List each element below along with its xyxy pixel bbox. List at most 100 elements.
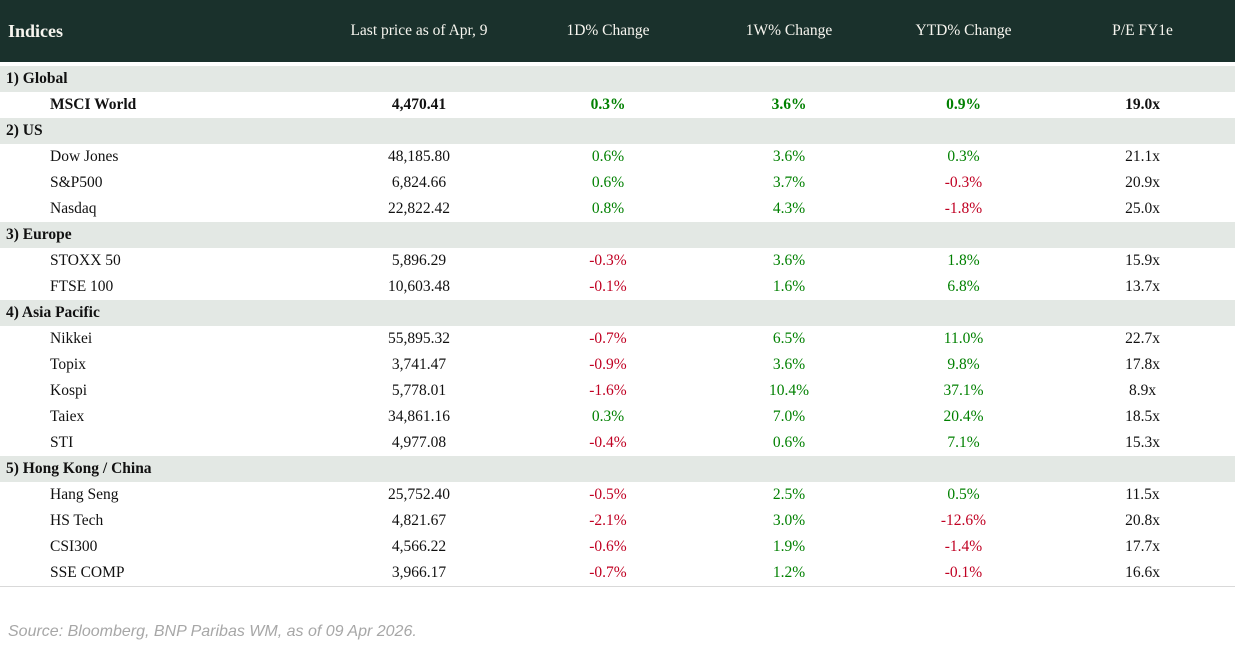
change-1d: 0.8% — [591, 200, 625, 217]
change-ytd: 0.9% — [946, 96, 981, 113]
last-price: 3,966.17 — [391, 564, 447, 581]
change-ytd: 1.8% — [947, 252, 980, 269]
section-row: 1) Global — [0, 66, 1235, 92]
last-price: 34,861.16 — [388, 408, 450, 425]
change-1d: 0.6% — [591, 148, 625, 165]
column-header-1w-change: 1W% Change — [745, 22, 833, 39]
change-1w: 1.2% — [772, 564, 806, 581]
index-name: Dow Jones — [50, 148, 119, 165]
change-1w: 2.5% — [772, 486, 806, 503]
section-row: 2) US — [0, 118, 1235, 144]
change-ytd: 20.4% — [943, 408, 984, 425]
index-name: Nasdaq — [50, 200, 97, 217]
change-1w: 3.0% — [772, 512, 806, 529]
table-row: Topix 3,741.47 -0.9% 3.6% 9.8% 17.8x — [0, 352, 1235, 378]
last-price: 6,824.66 — [391, 174, 447, 191]
header-gap — [0, 62, 1235, 66]
pe-fy1e: 20.9x — [1125, 174, 1160, 191]
change-1d: -0.4% — [589, 434, 627, 451]
change-1w: 4.3% — [772, 200, 806, 217]
change-1d: -0.3% — [589, 252, 627, 269]
table-row: STOXX 50 5,896.29 -0.3% 3.6% 1.8% 15.9x — [0, 248, 1235, 274]
table-row: SSE COMP 3,966.17 -0.7% 1.2% -0.1% 16.6x — [0, 560, 1235, 586]
change-1d: -0.7% — [589, 330, 627, 347]
pe-fy1e: 25.0x — [1125, 200, 1160, 217]
change-1d: -0.7% — [589, 564, 627, 581]
change-ytd: 0.3% — [947, 148, 980, 165]
change-ytd: 9.8% — [947, 356, 980, 373]
change-ytd: 0.5% — [947, 486, 980, 503]
last-price: 4,821.67 — [391, 512, 447, 529]
pe-fy1e: 15.3x — [1125, 434, 1160, 451]
table-row: S&P500 6,824.66 0.6% 3.7% -0.3% 20.9x — [0, 170, 1235, 196]
change-1w: 1.6% — [772, 278, 806, 295]
last-price: 3,741.47 — [391, 356, 447, 373]
change-ytd: -0.1% — [944, 564, 983, 581]
index-name: Nikkei — [50, 330, 93, 347]
change-1w: 7.0% — [772, 408, 806, 425]
table-row: Kospi 5,778.01 -1.6% 10.4% 37.1% 8.9x — [0, 378, 1235, 404]
change-1w: 0.6% — [772, 434, 806, 451]
change-1d: 0.3% — [590, 96, 626, 113]
index-name: FTSE 100 — [50, 278, 114, 295]
section-row: 5) Hong Kong / China — [0, 456, 1235, 482]
table-row: HS Tech 4,821.67 -2.1% 3.0% -12.6% 20.8x — [0, 508, 1235, 534]
last-price: 5,896.29 — [391, 252, 447, 269]
index-name: Taiex — [50, 408, 85, 425]
index-name: MSCI World — [50, 96, 137, 113]
last-price: 25,752.40 — [388, 486, 450, 503]
source-note: Source: Bloomberg, BNP Paribas WM, as of… — [8, 623, 417, 640]
table-header-row: Indices Last price as of Apr, 9 1D% Chan… — [0, 0, 1235, 62]
table-row: CSI300 4,566.22 -0.6% 1.9% -1.4% 17.7x — [0, 534, 1235, 560]
last-price: 48,185.80 — [388, 148, 450, 165]
table-row: Hang Seng 25,752.40 -0.5% 2.5% 0.5% 11.5x — [0, 482, 1235, 508]
column-header-pe-fy1e: P/E FY1e — [1112, 22, 1173, 39]
index-name: Hang Seng — [50, 486, 119, 503]
change-1w: 1.9% — [772, 538, 806, 555]
pe-fy1e: 17.7x — [1125, 538, 1160, 555]
column-header-1d-change: 1D% Change — [566, 22, 650, 39]
pe-fy1e: 21.1x — [1125, 148, 1160, 165]
change-1w: 3.6% — [772, 148, 806, 165]
change-ytd: 7.1% — [947, 434, 980, 451]
pe-fy1e: 16.6x — [1125, 564, 1160, 581]
last-price: 4,977.08 — [391, 434, 447, 451]
table-row: Taiex 34,861.16 0.3% 7.0% 20.4% 18.5x — [0, 404, 1235, 430]
pe-fy1e: 20.8x — [1125, 512, 1160, 529]
change-1w: 3.6% — [771, 96, 807, 113]
change-ytd: -1.4% — [944, 538, 983, 555]
pe-fy1e: 8.9x — [1128, 382, 1157, 399]
index-name: STOXX 50 — [50, 252, 121, 269]
pe-fy1e: 18.5x — [1125, 408, 1160, 425]
change-1w: 6.5% — [772, 330, 806, 347]
section-label: 5) Hong Kong / China — [6, 460, 152, 477]
last-price: 22,822.42 — [388, 200, 450, 217]
table-title: Indices — [8, 20, 64, 41]
section-row: 3) Europe — [0, 222, 1235, 248]
index-name: Topix — [50, 356, 86, 373]
column-header-last-price: Last price as of Apr, 9 — [350, 22, 488, 39]
section-row: 4) Asia Pacific — [0, 300, 1235, 326]
change-1d: -1.6% — [589, 382, 627, 399]
pe-fy1e: 19.0x — [1125, 96, 1160, 113]
change-1d: -0.1% — [589, 278, 627, 295]
index-name: SSE COMP — [50, 564, 125, 581]
pe-fy1e: 22.7x — [1125, 330, 1160, 347]
pe-fy1e: 11.5x — [1125, 486, 1160, 503]
change-ytd: 11.0% — [943, 330, 984, 347]
index-name: HS Tech — [50, 512, 104, 529]
pe-fy1e: 17.8x — [1125, 356, 1160, 373]
column-header-ytd-change: YTD% Change — [915, 22, 1012, 39]
table-row: MSCI World 4,470.41 0.3% 3.6% 0.9% 19.0x — [0, 92, 1235, 118]
change-1w: 10.4% — [768, 382, 810, 399]
section-label: 4) Asia Pacific — [6, 304, 100, 321]
change-ytd: -1.8% — [944, 200, 983, 217]
section-label: 3) Europe — [6, 226, 72, 243]
last-price: 4,566.22 — [391, 538, 447, 555]
change-1d: -0.9% — [589, 356, 627, 373]
section-label: 2) US — [6, 122, 43, 139]
change-1d: -2.1% — [589, 512, 627, 529]
pe-fy1e: 15.9x — [1125, 252, 1160, 269]
last-price: 5,778.01 — [391, 382, 447, 399]
